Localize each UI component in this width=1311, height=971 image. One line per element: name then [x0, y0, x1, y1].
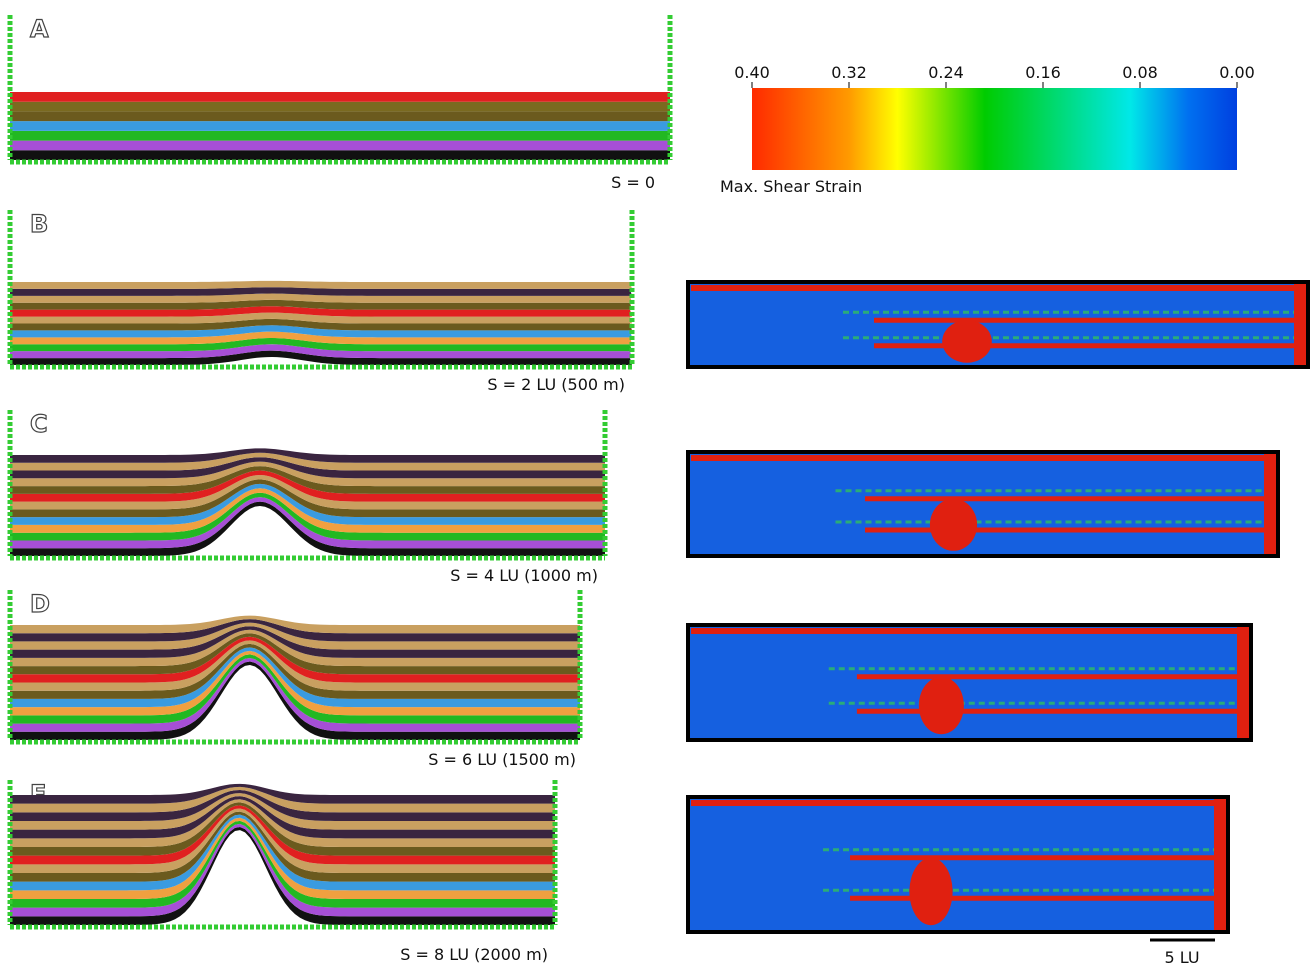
layer: [10, 111, 670, 122]
layer: [10, 615, 580, 634]
layer: [10, 350, 632, 365]
layer: [10, 130, 670, 141]
strain-panel: [686, 623, 1253, 742]
strain-wall: [1264, 454, 1276, 554]
panel-caption: S = 8 LU (2000 m): [400, 945, 548, 964]
layer: [10, 647, 580, 708]
layer: [10, 633, 580, 675]
layer: [10, 92, 670, 102]
colorbar-tick-label: 0.32: [831, 63, 867, 82]
layer: [10, 312, 632, 324]
panel-caption: S = 2 LU (500 m): [487, 375, 625, 394]
layer: [10, 287, 632, 296]
layer: [10, 466, 605, 494]
layer: [10, 654, 580, 724]
layer: [10, 488, 605, 533]
layer: [10, 796, 555, 839]
layer: [10, 501, 605, 556]
layer: [10, 101, 670, 112]
layer: [10, 640, 580, 691]
layer: [10, 299, 632, 310]
layer: [10, 643, 580, 699]
layer: [10, 121, 670, 131]
layer: [10, 470, 605, 502]
panel-label: D: [30, 590, 50, 618]
colorbar-label: Max. Shear Strain: [720, 177, 862, 196]
layer: [10, 306, 632, 317]
layer: [10, 808, 555, 873]
layer: [10, 629, 580, 667]
layer: [10, 492, 605, 541]
layer: [10, 331, 632, 345]
colorbar-tick-label: 0.16: [1025, 63, 1061, 82]
panel-caption: S = 6 LU (1500 m): [428, 750, 576, 769]
layer: [10, 344, 632, 359]
layer: [10, 293, 632, 303]
layer: [10, 626, 580, 658]
layer: [10, 817, 555, 899]
layer: [10, 461, 605, 487]
layer: [10, 150, 670, 160]
layer: [10, 789, 555, 821]
strain-panel: [686, 450, 1280, 558]
panel-caption: S = 0: [611, 173, 655, 192]
strain-wall: [1237, 627, 1249, 738]
layer: [10, 811, 555, 882]
layer: [10, 636, 580, 683]
layer: [10, 479, 605, 518]
panel-label: A: [30, 15, 49, 43]
strain-wall: [1294, 284, 1306, 365]
strain-zone: [909, 857, 953, 926]
layer: [10, 474, 605, 510]
layer: [10, 793, 555, 830]
layer: [10, 457, 605, 479]
layer: [10, 140, 670, 151]
colorbar-tick-label: 0.00: [1219, 63, 1255, 82]
colorbar-tick-label: 0.24: [928, 63, 964, 82]
layer: [10, 799, 555, 847]
colorbar-tick-label: 0.08: [1122, 63, 1158, 82]
strain-panel: [686, 795, 1230, 934]
layer: [10, 622, 580, 650]
layer: [10, 483, 605, 525]
panel-label: C: [30, 410, 48, 438]
layer: [10, 318, 632, 331]
panel-label: B: [30, 210, 48, 238]
layer: [10, 452, 605, 471]
layer: [10, 657, 580, 732]
strain-zone: [942, 320, 992, 363]
colorbar-tick-label: 0.40: [734, 63, 770, 82]
layer: [10, 448, 605, 463]
layer: [10, 337, 632, 352]
layer: [10, 802, 555, 856]
layer: [10, 497, 605, 549]
strain-wall: [1214, 799, 1226, 930]
layer: [10, 805, 555, 865]
layer: [10, 280, 632, 289]
layer: [10, 325, 632, 338]
colorbar: [752, 88, 1237, 170]
layer: [10, 661, 580, 740]
scale-bar-label: 5 LU: [1164, 948, 1199, 967]
layer: [10, 650, 580, 716]
layer: [10, 814, 555, 891]
strain-zone: [929, 498, 978, 551]
strain-panel: [686, 280, 1310, 369]
layer: [10, 786, 555, 813]
layer: [10, 783, 555, 804]
strain-zone: [918, 676, 964, 735]
panel-caption: S = 4 LU (1000 m): [450, 566, 598, 585]
layer: [10, 619, 580, 642]
